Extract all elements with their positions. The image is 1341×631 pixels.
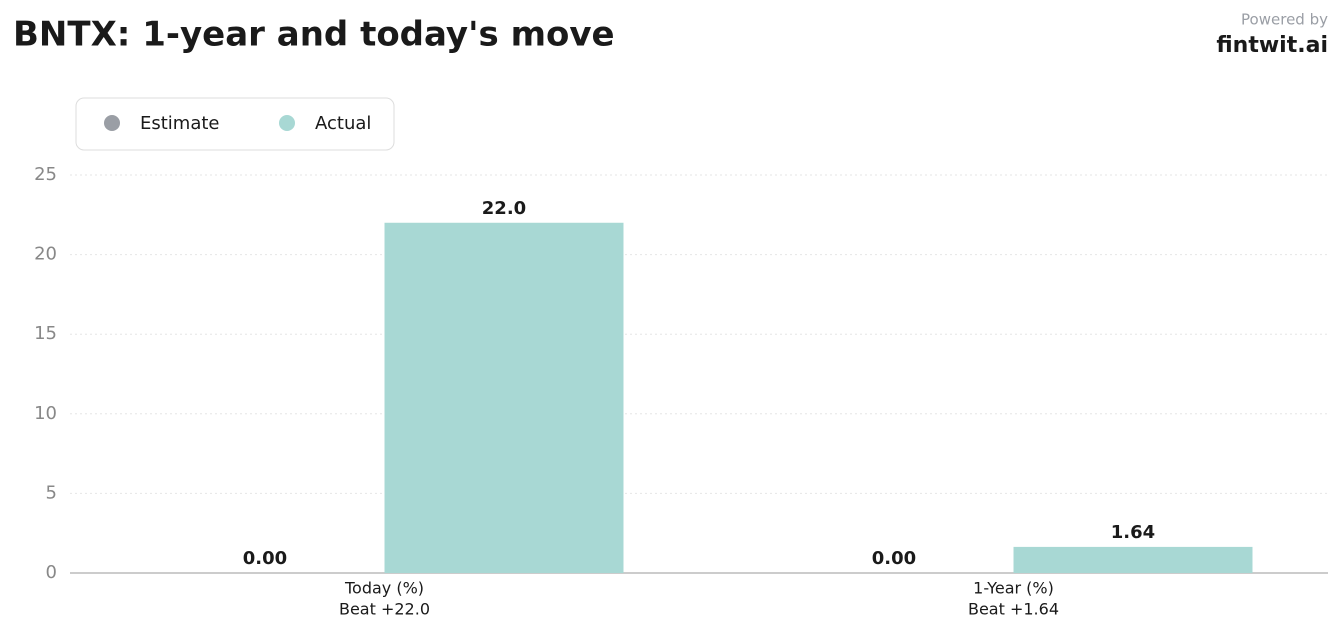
x-tick-sublabel: Beat +22.0 (339, 600, 430, 619)
legend-label: Estimate (140, 113, 220, 134)
x-tick-label: Today (%) (344, 579, 424, 598)
x-tick-label: 1-Year (%) (973, 579, 1054, 598)
y-tick-label: 20 (34, 244, 57, 265)
powered-by: Powered by (1241, 11, 1328, 29)
y-tick-label: 5 (46, 482, 57, 503)
value-label: 0.00 (243, 548, 287, 569)
chart-title: BNTX: 1-year and today's move (13, 15, 615, 55)
value-label: 1.64 (1111, 522, 1155, 543)
legend-box (75, 97, 395, 151)
y-tick-label: 25 (34, 164, 57, 185)
value-label: 0.00 (872, 548, 916, 569)
y-tick-label: 10 (34, 403, 57, 424)
y-tick-label: 0 (46, 562, 57, 583)
y-tick-label: 15 (34, 323, 57, 344)
legend-label: Actual (315, 113, 371, 134)
bar (384, 222, 624, 573)
x-tick-sublabel: Beat +1.64 (968, 600, 1059, 619)
brand: fintwit.ai (1216, 33, 1328, 58)
bar (1013, 546, 1253, 573)
legend-marker (279, 115, 295, 131)
legend-marker (104, 115, 120, 131)
value-label: 22.0 (482, 198, 526, 219)
